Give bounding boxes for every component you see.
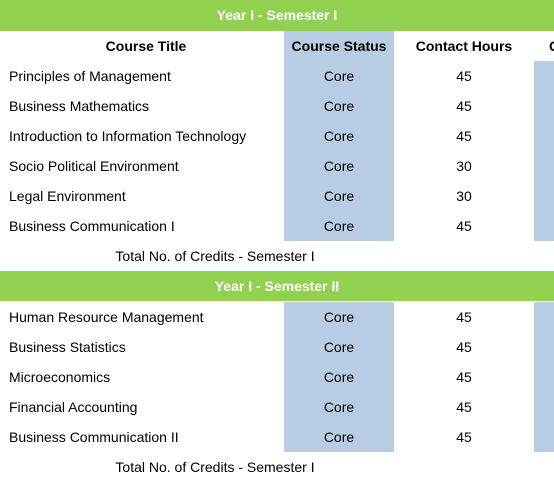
credits-cell	[534, 392, 554, 422]
contact-hours: 30	[456, 188, 472, 204]
contact-hours: 45	[456, 218, 472, 234]
course-status: Core	[284, 332, 394, 362]
credits-cell	[534, 422, 554, 452]
credits-cell	[534, 362, 554, 392]
course-title: Socio Political Environment	[9, 158, 179, 174]
course-title: Microeconomics	[9, 369, 111, 385]
credits-cell	[534, 302, 554, 332]
course-title: Business Mathematics	[9, 98, 150, 114]
course-title: Introduction to Information Technology	[9, 128, 247, 144]
course-status: Core	[284, 211, 394, 241]
credits-cell	[534, 332, 554, 362]
credits-cell	[534, 151, 554, 181]
column-header: Contact Hours	[415, 38, 513, 54]
contact-hours: 45	[456, 128, 472, 144]
total-credits: Total No. of Credits - Semester I	[115, 459, 315, 475]
course-status: Core	[284, 151, 394, 181]
credits-cell	[534, 61, 554, 91]
course-title: Human Resource Management	[9, 309, 204, 325]
column-header: Course Status	[284, 31, 394, 61]
course-status: Core	[284, 91, 394, 121]
contact-hours: 45	[456, 399, 472, 415]
course-title: Legal Environment	[9, 188, 126, 204]
course-title: Principles of Management	[9, 68, 171, 84]
course-status: Core	[284, 121, 394, 151]
course-status: Core	[284, 422, 394, 452]
section-header: Year I - Semester I	[0, 0, 554, 31]
contact-hours: 45	[456, 309, 472, 325]
course-title: Business Communication I	[9, 218, 175, 234]
contact-hours: 45	[456, 68, 472, 84]
contact-hours: 30	[456, 158, 472, 174]
contact-hours: 45	[456, 98, 472, 114]
contact-hours: 45	[456, 339, 472, 355]
total-credits: Total No. of Credits - Semester I	[115, 248, 315, 264]
course-status: Core	[284, 362, 394, 392]
column-header: Course Title	[105, 38, 187, 54]
credits-cell	[534, 211, 554, 241]
course-status: Core	[284, 181, 394, 211]
course-title: Business Statistics	[9, 339, 126, 355]
column-header: C	[549, 31, 554, 61]
section-header: Year I - Semester II	[0, 271, 554, 301]
contact-hours: 45	[456, 429, 472, 445]
course-status: Core	[284, 61, 394, 91]
course-title: Business Communication II	[9, 429, 179, 445]
credits-cell	[534, 121, 554, 151]
credits-cell	[534, 91, 554, 121]
course-status: Core	[284, 392, 394, 422]
credits-cell	[534, 181, 554, 211]
course-title: Financial Accounting	[9, 399, 138, 415]
course-status: Core	[284, 302, 394, 332]
contact-hours: 45	[456, 369, 472, 385]
